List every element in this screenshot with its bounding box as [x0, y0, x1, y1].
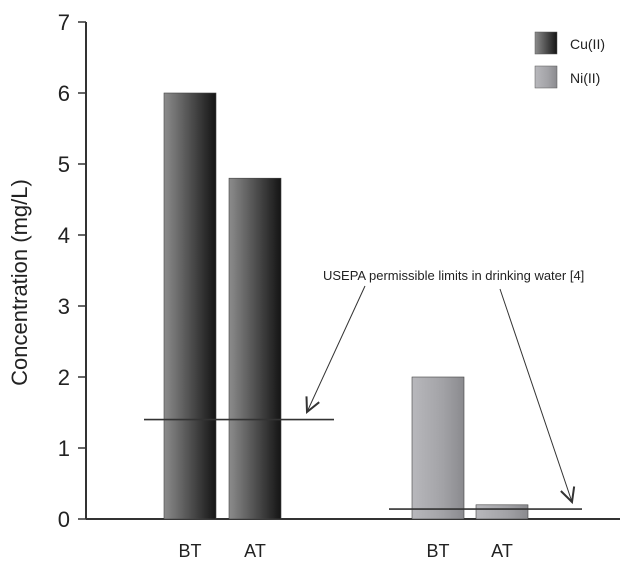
y-axis-label: Concentration (mg/L) [7, 179, 32, 386]
bar-bt-0 [163, 92, 217, 520]
legend: Cu(II) Ni(II) [534, 31, 605, 89]
y-tick-label: 1 [58, 436, 70, 461]
bars [163, 92, 529, 520]
x-tick-label: BT [426, 541, 449, 561]
x-tick-label: BT [178, 541, 201, 561]
annotation-text: USEPA permissible limits in drinking wat… [323, 268, 584, 283]
axes: 0 1 2 3 4 5 6 7 Concentration (mg/L) [7, 10, 620, 532]
x-tick-label: AT [491, 541, 513, 561]
arrow-ni-head [560, 486, 576, 505]
legend-label: Ni(II) [570, 70, 600, 86]
legend-swatch [534, 31, 558, 55]
arrow-cu-shaft [306, 285, 366, 413]
bar-at-1 [475, 504, 529, 520]
x-tick-label: AT [244, 541, 266, 561]
y-tick-label: 6 [58, 81, 70, 106]
limit-lines [144, 418, 582, 510]
legend-label: Cu(II) [570, 36, 605, 52]
legend-swatch [534, 65, 558, 89]
y-tick-label: 4 [58, 223, 70, 248]
arrow-cu-head [305, 396, 320, 415]
arrow-ni-shaft [499, 288, 573, 503]
y-tick-label: 5 [58, 152, 70, 177]
labels: BT AT BT AT [178, 541, 512, 561]
y-tick-label: 2 [58, 365, 70, 390]
annotation-group: USEPA permissible limits in drinking wat… [305, 268, 584, 505]
y-tick-label: 0 [58, 507, 70, 532]
bar-bt-1 [411, 376, 465, 520]
y-tick-label: 3 [58, 294, 70, 319]
y-tick-label: 7 [58, 10, 70, 35]
bar-at-0 [228, 177, 282, 520]
